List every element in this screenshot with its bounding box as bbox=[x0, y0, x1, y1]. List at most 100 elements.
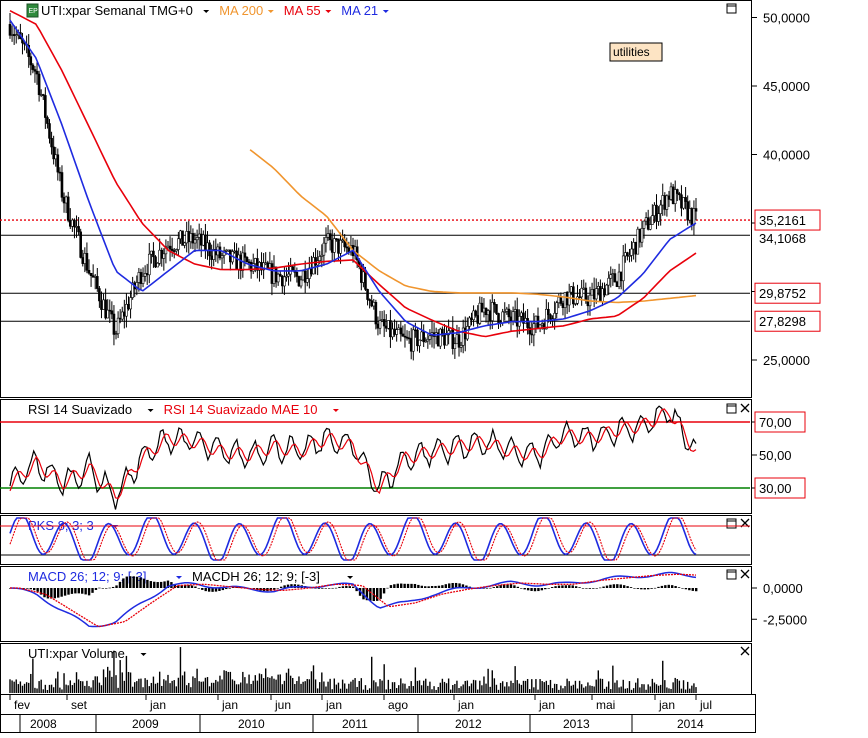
rsi-tick-label: 50,00 bbox=[759, 448, 792, 463]
macd-bar bbox=[520, 588, 523, 589]
candle-body bbox=[270, 263, 274, 284]
volume-bar bbox=[510, 680, 512, 693]
macd-bar bbox=[564, 585, 568, 588]
volume-bar bbox=[360, 678, 363, 693]
candle-body bbox=[58, 171, 62, 174]
volume-bar bbox=[208, 686, 211, 693]
volume-bar bbox=[441, 678, 444, 693]
macd-bar bbox=[660, 585, 664, 588]
rsi-line bbox=[9, 405, 697, 510]
volume-bar bbox=[292, 678, 294, 693]
volume-bar bbox=[425, 678, 427, 693]
macd-bar bbox=[509, 584, 513, 588]
volume-bar bbox=[283, 680, 286, 693]
candle-body bbox=[439, 328, 442, 347]
close-icon[interactable] bbox=[740, 403, 750, 413]
macd-bar bbox=[482, 588, 485, 589]
volume-bar bbox=[13, 681, 15, 693]
candle-body bbox=[116, 317, 120, 335]
candle-body bbox=[199, 233, 203, 246]
volume-bar bbox=[587, 682, 589, 693]
macd-bar bbox=[585, 588, 588, 589]
volume-bar bbox=[495, 684, 498, 693]
month-label: jul bbox=[699, 698, 712, 712]
candle-body bbox=[52, 146, 55, 160]
candle-body bbox=[459, 345, 463, 348]
macd-bar bbox=[578, 587, 581, 588]
macd-axis: 0,0000 -2,5000 bbox=[752, 581, 807, 627]
volume-legend[interactable]: UTI:xpar Volume bbox=[28, 646, 147, 661]
macd-bar bbox=[259, 588, 262, 591]
macd-bar bbox=[36, 588, 39, 592]
volume-bar bbox=[458, 687, 460, 693]
maximize-icon[interactable] bbox=[726, 518, 737, 529]
close-icon[interactable] bbox=[740, 569, 750, 579]
macd-bar bbox=[561, 585, 564, 588]
rsi-legend[interactable]: RSI 14 Suavizado RSI 14 Suavizado MAE 10 bbox=[28, 402, 339, 417]
level-label-box bbox=[754, 282, 821, 304]
volume-bar bbox=[408, 686, 410, 693]
volume-bar bbox=[385, 689, 387, 693]
month-label: jan bbox=[149, 698, 166, 712]
macd-bar bbox=[317, 588, 321, 589]
candle-body bbox=[314, 257, 317, 266]
volume-bar bbox=[69, 680, 71, 693]
candle-body bbox=[208, 242, 211, 257]
volume-bar bbox=[676, 679, 678, 693]
candle-body bbox=[73, 219, 76, 228]
macd-bar bbox=[211, 588, 214, 592]
candle-body bbox=[484, 307, 488, 316]
month-label: jan bbox=[457, 698, 474, 712]
price-legend[interactable]: UTI:xpar Semanal TMG+0 MA 200 MA 55 MA 21 bbox=[41, 3, 389, 18]
maximize-icon[interactable] bbox=[726, 403, 737, 414]
macd-bar bbox=[489, 587, 492, 589]
candle-body bbox=[601, 288, 604, 302]
macd-legend[interactable]: MACD 26; 12; 9; [-3] MACDH 26; 12; 9; [-3… bbox=[28, 569, 354, 584]
volume-bar bbox=[346, 688, 348, 693]
candle-body bbox=[611, 273, 615, 276]
volume-bar bbox=[73, 682, 76, 693]
macd-bar bbox=[63, 588, 67, 596]
macd-bar bbox=[427, 586, 430, 588]
candle-body bbox=[501, 311, 504, 324]
volume-bar bbox=[86, 680, 88, 693]
volume-bar bbox=[541, 681, 543, 693]
volume-bar bbox=[545, 680, 548, 693]
volume-bar bbox=[572, 684, 575, 693]
volume-bar bbox=[158, 671, 161, 693]
volume-bar bbox=[620, 686, 622, 693]
candle-body bbox=[648, 224, 652, 230]
maximize-icon[interactable] bbox=[726, 3, 737, 14]
level-label-box bbox=[754, 310, 821, 332]
volume-bar bbox=[306, 679, 308, 693]
volume-bar bbox=[134, 682, 136, 693]
macd-bar bbox=[94, 588, 98, 590]
volume-bar bbox=[468, 686, 471, 693]
macd-bar bbox=[314, 588, 317, 589]
candle-body bbox=[409, 338, 413, 352]
candle-body bbox=[253, 258, 257, 264]
close-icon[interactable] bbox=[740, 646, 750, 656]
candle-body bbox=[559, 296, 563, 304]
macd-bar bbox=[108, 587, 111, 589]
candle-body bbox=[12, 34, 16, 36]
volume-bar bbox=[92, 680, 94, 693]
utilities-annotation[interactable]: utilities bbox=[609, 42, 663, 62]
maximize-icon[interactable] bbox=[726, 569, 737, 580]
candle-body bbox=[235, 250, 238, 270]
candle-body bbox=[428, 335, 432, 340]
volume-bar bbox=[59, 687, 61, 693]
ep-icon[interactable]: EP bbox=[26, 3, 39, 18]
volume-bar bbox=[148, 686, 150, 693]
candle-body bbox=[395, 329, 398, 335]
candle-body bbox=[168, 245, 172, 250]
ma55-line bbox=[9, 9, 697, 338]
volume-bar bbox=[489, 686, 491, 693]
macd-bar bbox=[444, 584, 448, 588]
year-label: 2011 bbox=[342, 717, 368, 731]
macd-bar bbox=[74, 588, 77, 594]
candle-body bbox=[226, 249, 230, 252]
candle-body bbox=[678, 193, 681, 196]
volume-bar bbox=[117, 687, 119, 693]
